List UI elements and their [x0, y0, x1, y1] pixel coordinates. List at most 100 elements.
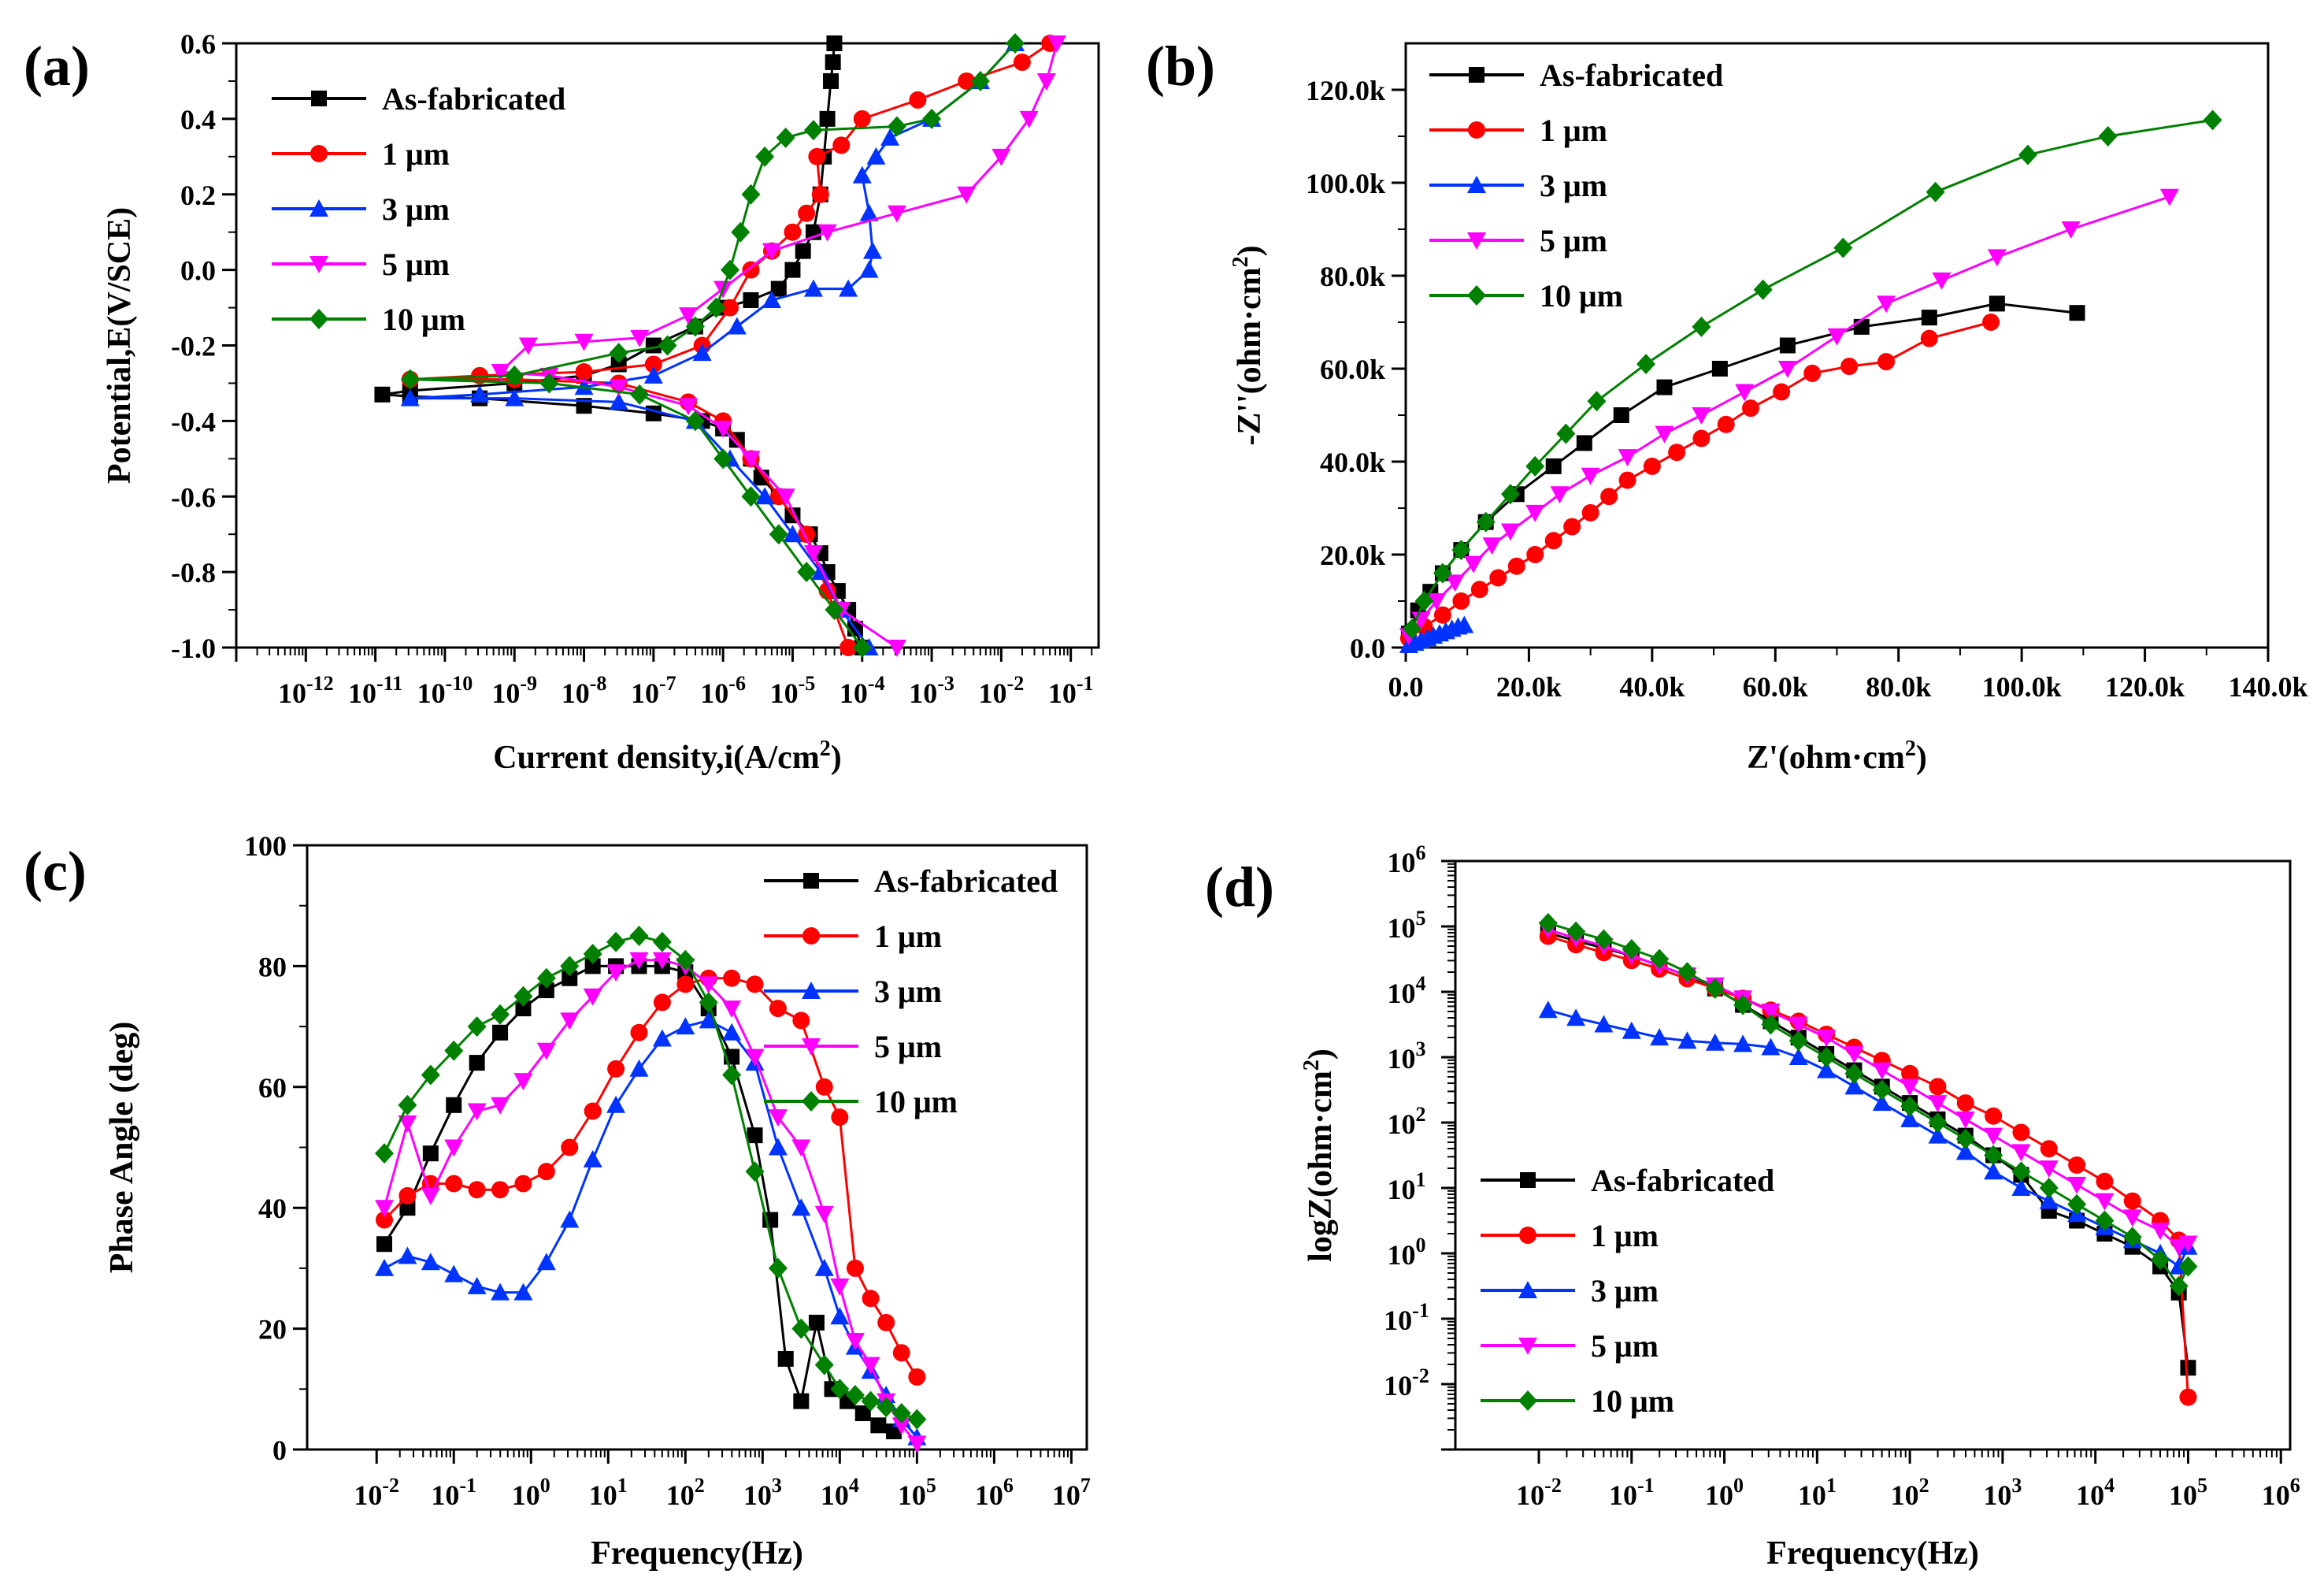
data-point: [870, 1417, 887, 1434]
data-point: [1955, 1142, 1975, 1160]
data-point: [2178, 1256, 2198, 1277]
data-point: [514, 1175, 532, 1193]
legend-marker: [802, 927, 820, 945]
data-point: [491, 1282, 510, 1301]
data-point: [1500, 523, 1520, 541]
data-point: [853, 110, 871, 128]
data-point: [375, 1200, 395, 1218]
y-tick-label: 101: [1388, 1168, 1426, 1205]
data-point: [643, 366, 663, 384]
data-point: [832, 136, 851, 154]
data-point: [769, 524, 788, 545]
data-point: [745, 1049, 765, 1067]
data-point: [776, 488, 795, 507]
x-tick-label: 20.0k: [1496, 671, 1562, 703]
legend-marker: [1467, 176, 1486, 193]
data-point: [607, 1060, 625, 1078]
data-point: [539, 373, 559, 394]
data-point: [574, 377, 594, 395]
x-tick-label: 107: [1052, 1474, 1091, 1511]
data-point: [1987, 249, 2007, 267]
data-point: [2011, 1179, 2031, 1196]
x-tick-label: 10-4: [840, 672, 885, 709]
data-point: [518, 337, 538, 355]
data-point: [745, 1161, 765, 1182]
data-point: [630, 1023, 648, 1041]
data-point: [1525, 504, 1545, 522]
legend-marker: [1468, 121, 1485, 139]
data-point: [444, 1040, 464, 1061]
data-point: [1618, 471, 1636, 489]
data-point: [795, 243, 811, 259]
data-point: [645, 405, 662, 421]
legend-marker: [802, 1038, 821, 1056]
data-point: [741, 184, 761, 205]
series-10-um: [375, 926, 927, 1430]
data-point: [562, 970, 578, 986]
data-point: [560, 956, 580, 977]
data-point: [398, 1115, 417, 1133]
data-point: [699, 992, 718, 1013]
data-point: [2169, 1275, 2189, 1297]
y-tick-label: 40: [258, 1193, 287, 1224]
data-point: [491, 1097, 510, 1115]
data-point: [861, 1357, 880, 1375]
data-point: [830, 1379, 850, 1400]
data-point: [1433, 606, 1451, 624]
data-point: [2068, 1156, 2086, 1174]
y-tick-label: 0: [272, 1435, 287, 1466]
data-point: [755, 487, 775, 505]
data-point: [776, 127, 795, 148]
data-point: [560, 1012, 580, 1030]
data-point: [2061, 221, 2081, 239]
data-point: [768, 1257, 788, 1279]
data-point: [374, 386, 391, 403]
data-point: [1753, 279, 1773, 300]
data-point: [1853, 318, 1870, 335]
legend-marker: [311, 91, 327, 106]
y-tick-label: 0.6: [180, 28, 216, 60]
y-tick-label: 100.0k: [1306, 168, 1385, 199]
data-point: [723, 969, 741, 987]
data-point: [1668, 444, 1686, 462]
data-point: [629, 952, 649, 970]
data-point: [421, 1253, 440, 1271]
data-point: [1788, 1030, 1808, 1052]
legend-label: As-fabricated: [382, 81, 565, 117]
legend-label: As-fabricated: [1540, 58, 1723, 93]
data-point: [1581, 503, 1599, 522]
data-point: [1844, 1045, 1864, 1063]
chart-panel-b: (b) 0.0 20.0k 40.0k 60.0k 80.0k 100.0k 120.0k 14…: [1146, 35, 2308, 776]
data-point: [399, 1200, 416, 1216]
x-tick-label: 10-5: [770, 672, 816, 709]
series-10-um: [400, 33, 1025, 658]
data-point: [491, 364, 510, 382]
data-point: [826, 35, 843, 51]
y-tick-label: 60.0k: [1320, 354, 1385, 385]
data-point: [1932, 272, 1951, 290]
data-point: [1717, 415, 1735, 433]
data-point: [1833, 237, 1853, 258]
legend-marker: [1518, 1338, 1537, 1355]
legend-marker: [1467, 232, 1486, 250]
data-point: [467, 1276, 487, 1294]
data-point: [722, 1000, 742, 1019]
data-point: [467, 1016, 487, 1037]
data-point: [560, 1210, 580, 1228]
panel-label: (d): [1205, 856, 1274, 919]
y-tick-label: 0.2: [180, 180, 216, 211]
legend-marker: [803, 873, 819, 889]
series-10-um: [1402, 110, 2222, 640]
y-tick-label: -0.6: [171, 481, 216, 513]
data-point: [1956, 1094, 1974, 1112]
data-point: [1742, 399, 1759, 418]
data-point: [467, 1103, 487, 1121]
data-point: [421, 1064, 440, 1086]
legend-label: 5 μm: [874, 1029, 942, 1064]
x-tick-label: 10-1: [431, 1474, 476, 1511]
data-point: [575, 363, 593, 381]
data-point: [2159, 188, 2179, 206]
legend-label: 1 μm: [382, 136, 450, 172]
x-tick-label: 10-7: [631, 672, 676, 709]
legend-marker: [802, 1091, 821, 1112]
